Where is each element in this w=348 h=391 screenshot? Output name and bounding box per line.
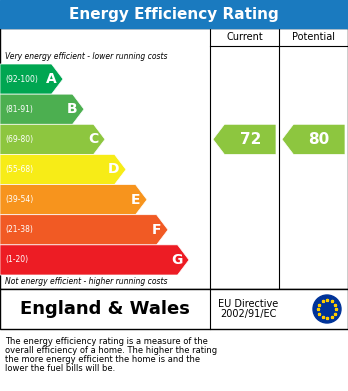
Polygon shape: [0, 215, 168, 245]
Polygon shape: [0, 124, 105, 154]
Text: D: D: [108, 163, 119, 176]
Polygon shape: [213, 124, 276, 154]
Text: Energy Efficiency Rating: Energy Efficiency Rating: [69, 7, 279, 22]
Text: lower the fuel bills will be.: lower the fuel bills will be.: [5, 364, 115, 373]
Text: EU Directive: EU Directive: [218, 299, 278, 309]
Polygon shape: [0, 64, 63, 94]
Text: overall efficiency of a home. The higher the rating: overall efficiency of a home. The higher…: [5, 346, 217, 355]
Text: E: E: [131, 193, 140, 206]
Circle shape: [313, 295, 341, 323]
Text: (1-20): (1-20): [5, 255, 28, 264]
Polygon shape: [282, 124, 345, 154]
Text: 2002/91/EC: 2002/91/EC: [220, 309, 276, 319]
Text: (69-80): (69-80): [5, 135, 33, 144]
Text: A: A: [46, 72, 56, 86]
Text: (21-38): (21-38): [5, 225, 33, 234]
Polygon shape: [0, 185, 147, 215]
Text: the more energy efficient the home is and the: the more energy efficient the home is an…: [5, 355, 200, 364]
Text: (92-100): (92-100): [5, 75, 38, 84]
Polygon shape: [0, 245, 189, 275]
Text: F: F: [152, 223, 161, 237]
Bar: [0, 28, 348, 289]
Text: (81-91): (81-91): [5, 105, 33, 114]
Polygon shape: [0, 94, 84, 124]
Text: Very energy efficient - lower running costs: Very energy efficient - lower running co…: [5, 52, 167, 61]
Polygon shape: [0, 154, 126, 185]
Text: Potential: Potential: [292, 32, 335, 42]
Text: (39-54): (39-54): [5, 195, 33, 204]
Text: G: G: [171, 253, 182, 267]
Text: Not energy efficient - higher running costs: Not energy efficient - higher running co…: [5, 277, 167, 286]
Text: (55-68): (55-68): [5, 165, 33, 174]
Text: C: C: [88, 133, 98, 146]
Bar: [0, 289, 348, 329]
Text: 72: 72: [239, 132, 261, 147]
Bar: [0, 0, 348, 28]
Text: B: B: [67, 102, 77, 116]
Text: The energy efficiency rating is a measure of the: The energy efficiency rating is a measur…: [5, 337, 208, 346]
Text: Current: Current: [226, 32, 263, 42]
Text: 80: 80: [309, 132, 330, 147]
Text: England & Wales: England & Wales: [20, 300, 190, 318]
